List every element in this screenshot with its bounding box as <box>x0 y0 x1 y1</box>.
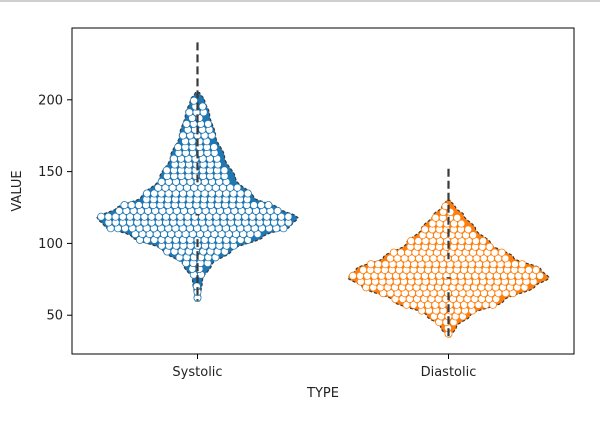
data-point <box>127 201 136 210</box>
window-top-border <box>0 0 600 2</box>
data-point <box>366 260 375 269</box>
data-point <box>518 260 527 269</box>
data-point <box>157 177 166 186</box>
violins <box>96 42 550 338</box>
data-point <box>115 206 124 215</box>
data-point <box>204 119 213 128</box>
data-point <box>249 201 258 210</box>
data-point <box>497 248 506 257</box>
data-point <box>396 248 405 257</box>
data-point <box>510 260 519 269</box>
data-point <box>374 260 383 269</box>
data-point <box>479 236 488 245</box>
data-point <box>348 271 357 280</box>
data-point <box>233 183 242 192</box>
data-point <box>142 189 151 198</box>
data-point <box>469 231 478 240</box>
data-point <box>162 166 171 175</box>
data-point <box>536 271 545 280</box>
data-point <box>389 248 398 257</box>
data-point <box>284 212 293 221</box>
data-point <box>243 189 252 198</box>
data-point <box>134 201 143 210</box>
y-tick-label: 50 <box>46 309 63 324</box>
swarm-points <box>97 96 293 302</box>
data-point <box>120 201 129 210</box>
x-axis-label: TYPE <box>306 386 339 401</box>
data-point <box>453 213 462 222</box>
data-point <box>420 225 429 234</box>
data-point <box>407 236 416 245</box>
data-point <box>198 102 207 111</box>
data-point <box>359 265 368 274</box>
data-point <box>501 254 510 263</box>
data-point <box>257 201 266 210</box>
y-tick-label: 200 <box>38 93 63 108</box>
data-point <box>485 242 494 251</box>
data-point <box>264 201 273 210</box>
data-point <box>490 248 499 257</box>
data-point <box>189 96 198 105</box>
data-point <box>210 143 219 152</box>
data-point <box>220 166 229 175</box>
data-point <box>532 265 541 274</box>
y-tick-label: 150 <box>38 165 63 180</box>
data-point <box>182 119 191 128</box>
data-point <box>524 265 533 274</box>
data-point <box>185 108 194 117</box>
data-point <box>464 225 473 234</box>
y-tick-label: 100 <box>38 237 63 252</box>
x-tick-label: Diastolic <box>421 365 477 380</box>
y-axis: 50 100 150 200 <box>38 93 72 324</box>
x-tick-label: Systolic <box>172 365 222 380</box>
violin-diastolic <box>347 168 550 338</box>
violin-systolic <box>96 42 299 302</box>
swarm-points <box>348 202 545 338</box>
data-point <box>104 212 113 221</box>
x-axis: Systolic Diastolic <box>172 354 476 380</box>
y-axis-label: VALUE <box>10 170 25 211</box>
data-point <box>431 213 440 222</box>
data-point <box>174 143 183 152</box>
data-point <box>457 219 466 228</box>
data-point <box>97 212 106 221</box>
data-point <box>273 206 282 215</box>
